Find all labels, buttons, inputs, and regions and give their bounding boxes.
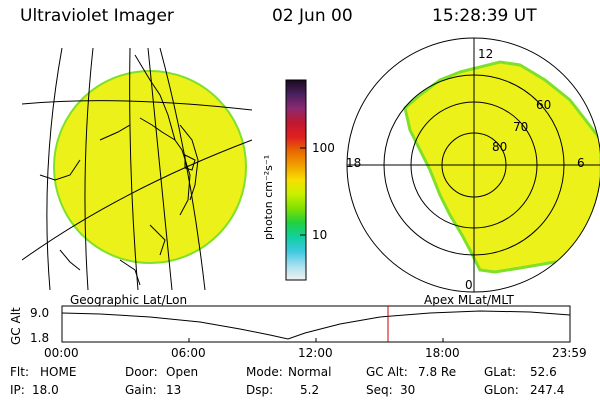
lat-label-70: 70 [513,120,529,134]
colorbar-tick-100: 100 [312,141,335,155]
lat-label-60: 60 [536,98,552,112]
polar-grid [346,37,600,293]
colorbar-unit-label: photon cm⁻²s⁻¹ [262,154,275,240]
flt-key: Flt: [10,365,29,379]
ip-key: IP: [10,383,25,397]
gain-value: 13 [166,383,182,397]
timeline-ytick-high: 9.0 [30,306,50,320]
polar-mlt-panel [346,37,600,293]
observation-time: 15:28:39 UT [432,6,537,26]
glat-value: 52.6 [530,365,557,379]
dsp-key: Dsp: [246,383,274,397]
door-value: Open [166,365,199,379]
mlt-label-18: 18 [346,156,362,170]
timeline-xtick-2359: 23:59 [552,346,587,360]
auroral-region [403,60,600,274]
latitude-lines [22,100,253,261]
glat-key: GLat: [484,365,517,379]
coastlines [39,54,199,286]
timeline-xtick-0000: 00:00 [44,346,79,360]
ip-value: 18.0 [32,383,59,397]
gain-key: Gain: [125,383,157,397]
lat-label-80: 80 [492,140,508,154]
earth-disk [53,70,247,264]
gcalt-value: 7.8 Re [418,365,457,379]
right-panel-caption: Apex MLat/MLT [424,293,514,307]
timeline-plot [61,305,571,343]
mlt-label-0: 0 [465,278,473,292]
mlt-label-6: 6 [577,156,585,170]
flt-value: HOME [40,365,77,379]
left-panel-caption: Geographic Lat/Lon [70,293,188,307]
colorbar [285,79,307,281]
timeline-xtick-1800: 18:00 [425,346,460,360]
timeline-xtick-0600: 06:00 [171,346,206,360]
timeline-ylabel: GC Alt [9,307,23,345]
mode-key: Mode: [246,365,283,379]
mode-value: Normal [288,365,332,379]
glon-value: 247.4 [530,383,565,397]
dsp-value: 5.2 [300,383,320,397]
door-key: Door: [125,365,158,379]
instrument-title: Ultraviolet Imager [20,6,174,26]
timeline-xtick-1200: 12:00 [298,346,333,360]
altitude-curve [61,310,571,340]
seq-value: 30 [400,383,416,397]
observation-date: 02 Jun 00 [272,6,353,26]
colorbar-tick-10: 10 [312,228,328,242]
timeline-ytick-low: 1.8 [30,331,50,345]
geographic-image-panel [22,47,253,290]
gcalt-key: GC Alt: [366,365,408,379]
seq-key: Seq: [366,383,393,397]
glon-key: GLon: [484,383,519,397]
mlt-label-12: 12 [478,47,494,61]
